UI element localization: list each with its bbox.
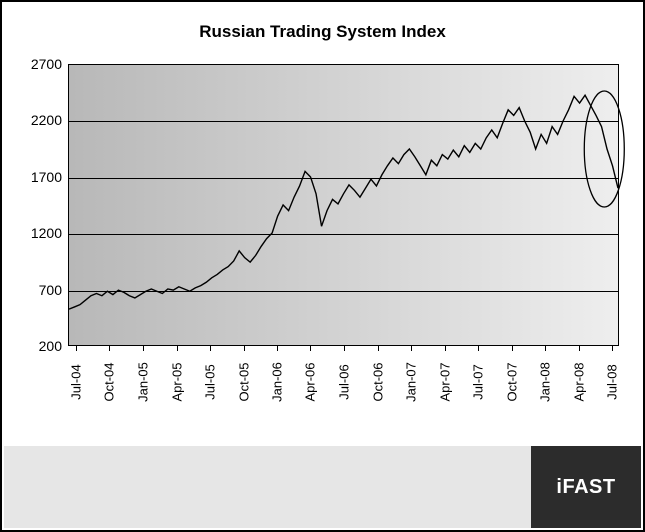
price-line	[69, 65, 618, 345]
footer-strip: iFAST	[4, 446, 641, 528]
chart-frame: Russian Trading System Index Jul-04 Oct-0…	[0, 0, 645, 532]
x-axis: Jul-04 Oct-04 Jan-05 Apr-05 Jul-05 Oct-05 Jan-…	[68, 346, 619, 406]
x-tick	[109, 346, 110, 351]
x-tick-label: Apr-07	[437, 362, 452, 401]
x-tick	[612, 346, 613, 351]
x-tick-label: Jul-06	[337, 364, 352, 399]
x-tick	[545, 346, 546, 351]
y-tick-label: 1700	[16, 169, 62, 185]
x-tick-label: Jan-06	[270, 362, 285, 402]
gridline	[69, 291, 618, 292]
gridline	[69, 121, 618, 122]
x-tick	[579, 346, 580, 351]
plot-area	[68, 64, 619, 346]
x-tick	[277, 346, 278, 351]
y-tick-label: 1200	[16, 225, 62, 241]
x-tick-label: Oct-06	[370, 362, 385, 401]
x-tick-label: Jul-08	[605, 364, 620, 399]
x-tick	[310, 346, 311, 351]
x-tick-label: Jan-07	[404, 362, 419, 402]
x-tick-label: Oct-05	[236, 362, 251, 401]
x-tick-label: Jan-08	[538, 362, 553, 402]
x-tick	[411, 346, 412, 351]
x-tick-label: Jul-07	[470, 364, 485, 399]
x-tick	[344, 346, 345, 351]
x-tick-label: Oct-04	[102, 362, 117, 401]
gridline	[69, 234, 618, 235]
x-tick-label: Apr-08	[571, 362, 586, 401]
ifast-logo: iFAST	[531, 446, 641, 528]
x-tick-label: Jul-05	[203, 364, 218, 399]
y-tick-label: 700	[16, 282, 62, 298]
x-tick-label: Jul-04	[69, 364, 84, 399]
chart-area: Jul-04 Oct-04 Jan-05 Apr-05 Jul-05 Oct-05 Jan-…	[16, 64, 629, 406]
x-tick	[76, 346, 77, 351]
x-tick-label: Apr-06	[303, 362, 318, 401]
x-tick-label: Jan-05	[135, 362, 150, 402]
y-tick-label: 2200	[16, 112, 62, 128]
x-tick	[210, 346, 211, 351]
x-tick	[378, 346, 379, 351]
x-tick-label: Apr-05	[169, 362, 184, 401]
x-tick	[512, 346, 513, 351]
x-tick	[244, 346, 245, 351]
x-tick	[478, 346, 479, 351]
y-tick-label: 200	[16, 338, 62, 354]
gridline	[69, 178, 618, 179]
x-tick-label: Oct-07	[504, 362, 519, 401]
y-tick-label: 2700	[16, 56, 62, 72]
x-tick	[177, 346, 178, 351]
x-tick	[445, 346, 446, 351]
chart-title: Russian Trading System Index	[2, 22, 643, 42]
x-tick	[143, 346, 144, 351]
